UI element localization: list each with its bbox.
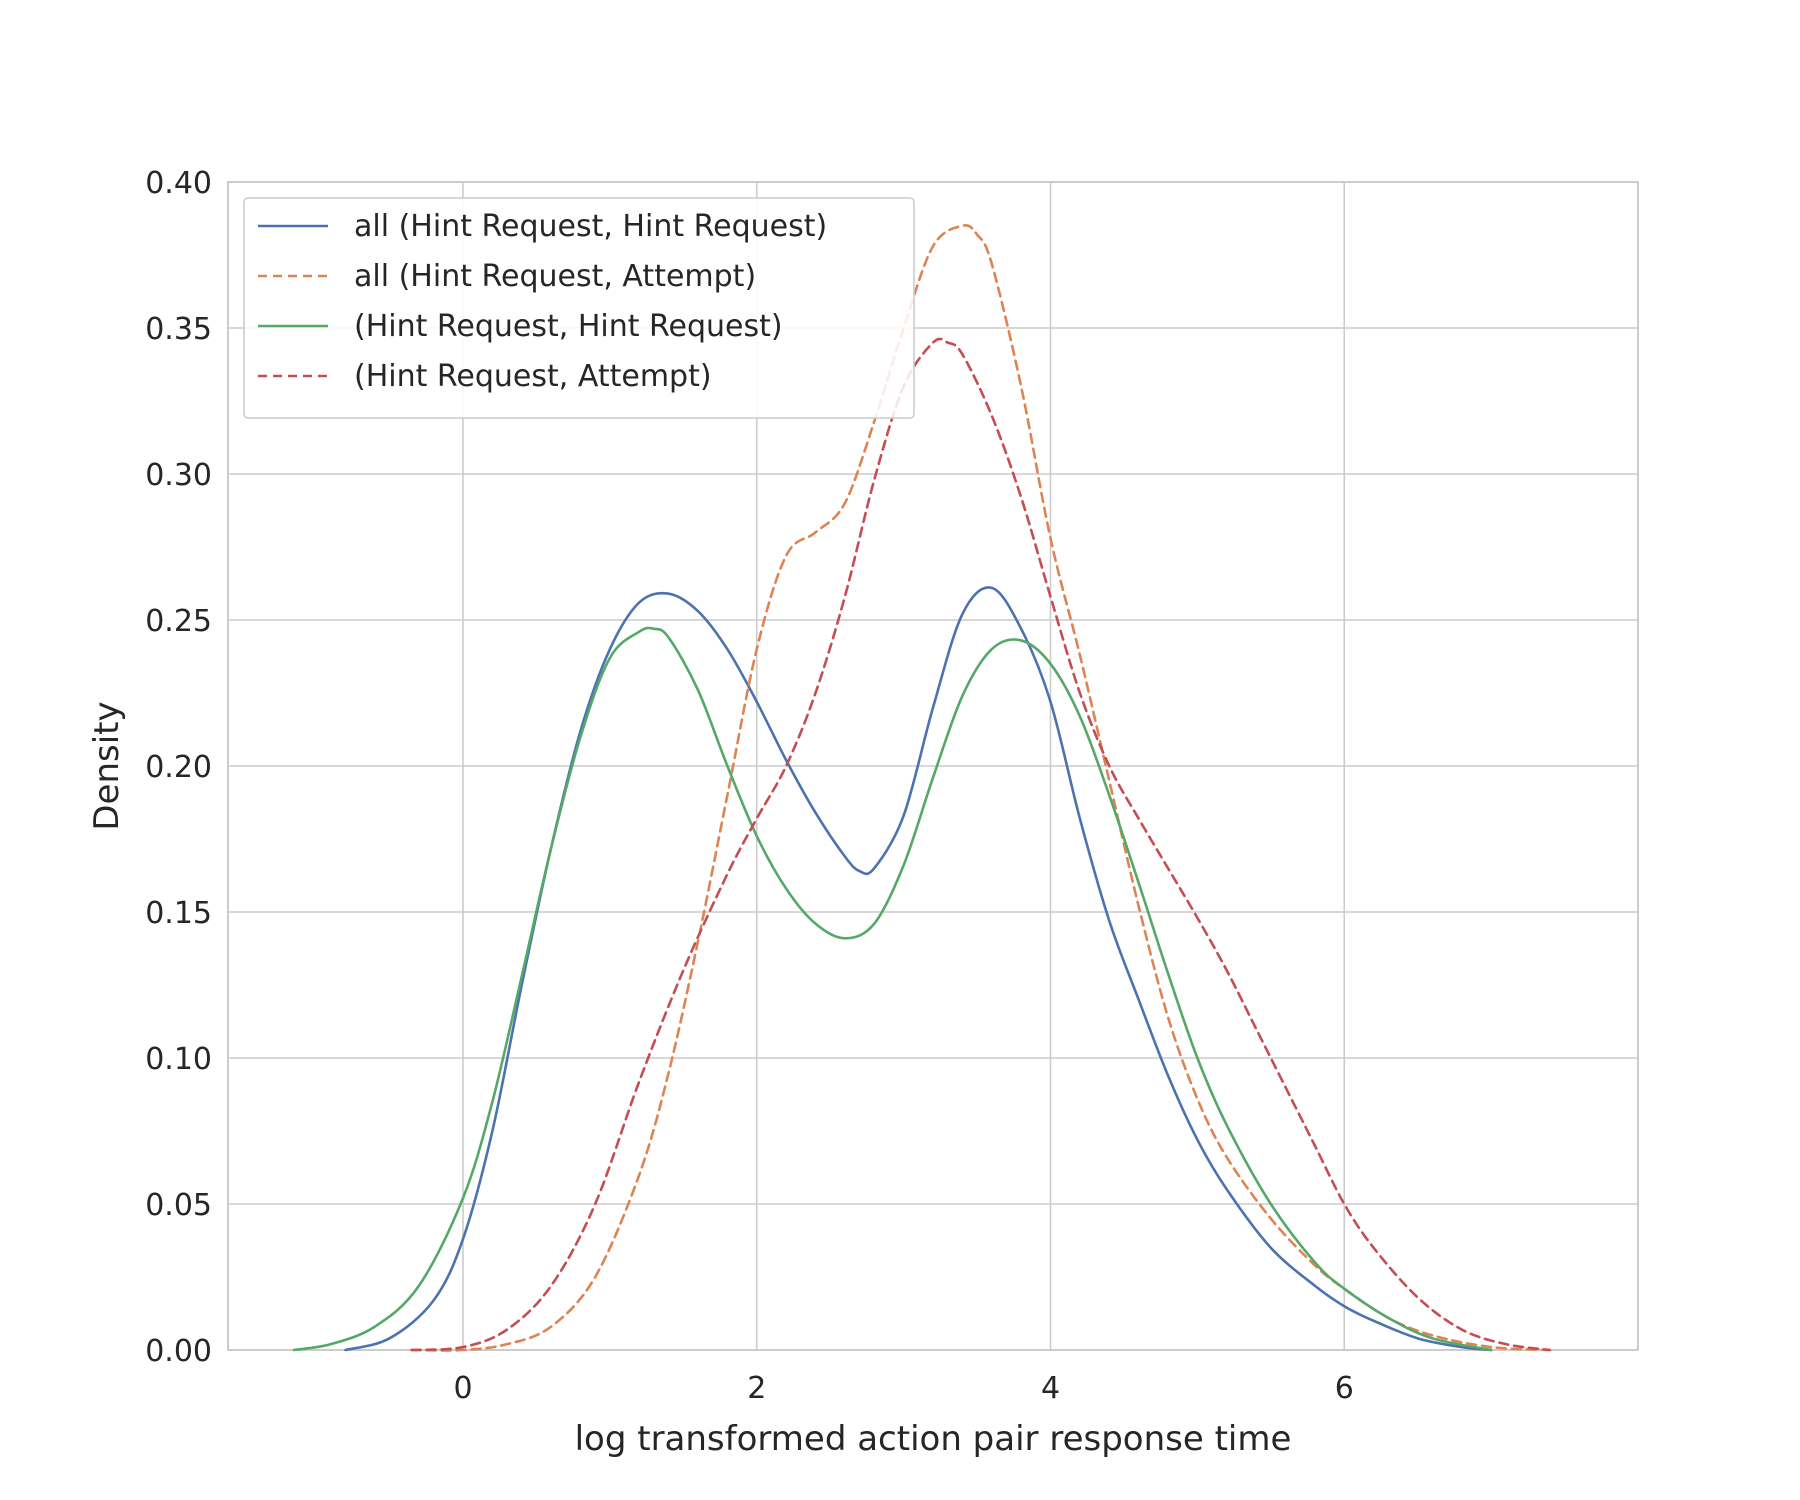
y-tick-label: 0.20 — [145, 750, 212, 785]
x-axis-label: log transformed action pair response tim… — [575, 1419, 1292, 1459]
x-tick-label: 0 — [453, 1371, 472, 1406]
legend-box — [243, 197, 915, 419]
legend-label: (Hint Request, Hint Request) — [354, 309, 783, 344]
y-tick-label: 0.25 — [145, 604, 212, 639]
y-tick-label: 0.30 — [145, 458, 212, 493]
y-tick-label: 0.05 — [145, 1188, 212, 1223]
series-layer — [292, 224, 1552, 1352]
plot-area-frame — [227, 181, 1639, 1351]
y-axis-label: Density — [87, 701, 127, 830]
x-tick-label: 4 — [1041, 1371, 1060, 1406]
y-tick-label: 0.40 — [145, 166, 212, 201]
series-line-4 — [410, 337, 1552, 1352]
series-line-2 — [410, 224, 1552, 1352]
x-tick-label: 2 — [747, 1371, 766, 1406]
legend: all (Hint Request, Hint Request) all (Hin… — [243, 197, 915, 419]
y-tick-label: 0.15 — [145, 896, 212, 931]
series-line-3 — [292, 626, 1493, 1352]
y-tick-label: 0.00 — [145, 1334, 212, 1369]
x-tick-label: 6 — [1335, 1371, 1354, 1406]
y-tick-label: 0.10 — [145, 1042, 212, 1077]
x-axis-ticks: 0 2 4 6 — [453, 1371, 1353, 1406]
legend-label: all (Hint Request, Hint Request) — [354, 209, 827, 244]
legend-label: all (Hint Request, Attempt) — [354, 259, 756, 294]
y-tick-label: 0.35 — [145, 312, 212, 347]
y-axis-ticks: 0.00 0.05 0.10 0.15 0.20 0.25 0.30 0.35 0.40 — [145, 166, 212, 1369]
legend-label: (Hint Request, Attempt) — [354, 359, 712, 394]
series-line-1 — [344, 586, 1493, 1352]
